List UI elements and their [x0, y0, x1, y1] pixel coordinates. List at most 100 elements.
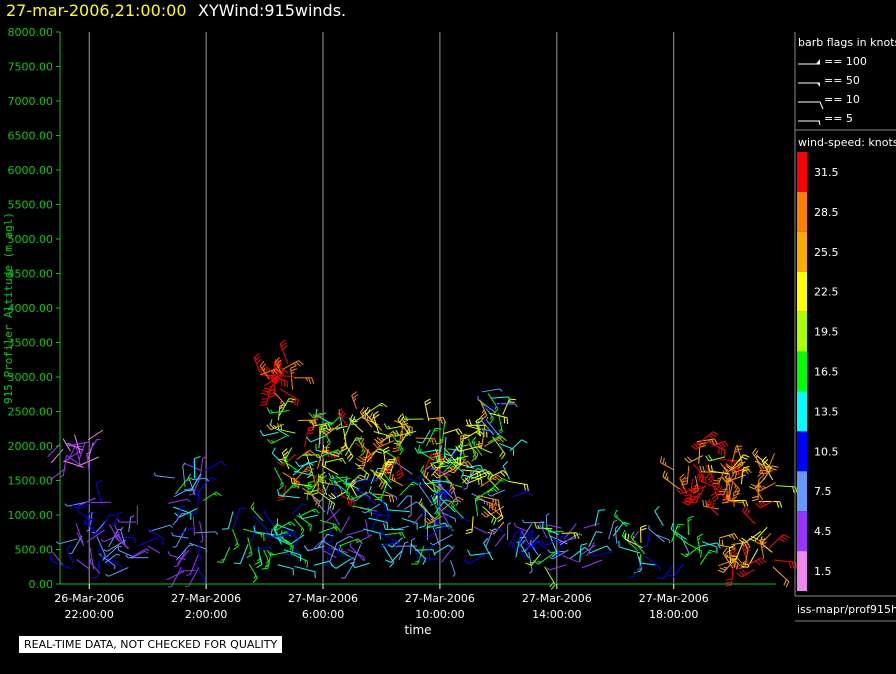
wind-barb	[304, 426, 316, 447]
wind-barb	[340, 516, 351, 534]
wind-barb	[339, 493, 355, 509]
wind-barb	[696, 431, 719, 446]
wind-barb	[628, 530, 640, 546]
speed-legend-label: 22.5	[814, 286, 839, 299]
wind-barb	[318, 491, 336, 510]
wind-barb	[667, 563, 684, 578]
wind-barb	[748, 557, 766, 566]
y-tick-label: 500.00	[15, 544, 54, 557]
wind-barb	[79, 497, 96, 506]
wind-barb	[624, 532, 643, 549]
wind-barb	[248, 563, 258, 583]
wind-barb	[654, 533, 671, 544]
wind-barb	[316, 447, 330, 469]
wind-barb	[698, 542, 721, 549]
wind-barb	[530, 530, 546, 549]
wind-barb	[742, 505, 756, 525]
wind-barbs	[47, 339, 798, 590]
wind-barb	[88, 516, 95, 537]
speed-legend-bin: 31.5	[797, 152, 839, 192]
x-tick-date: 27-Mar-2006	[405, 592, 475, 605]
wind-barb	[705, 454, 726, 462]
wind-barb	[640, 524, 647, 543]
wind-barb	[321, 546, 337, 559]
wind-barb	[467, 442, 479, 461]
wind-barb	[417, 444, 435, 461]
y-tick-label: 0.00	[29, 578, 54, 591]
wind-barb	[319, 519, 337, 532]
wind-barb	[267, 375, 289, 388]
wind-barb	[460, 433, 467, 455]
wind-barb	[690, 440, 711, 450]
wind-barb	[680, 465, 690, 486]
wind-barb	[525, 553, 541, 566]
wind-barb	[710, 440, 729, 449]
wind-barb	[186, 554, 199, 576]
wind-barb	[281, 448, 290, 470]
wind-barb	[291, 503, 307, 515]
speed-legend-bin: 1.5	[797, 551, 832, 591]
speed-legend-label: 10.5	[814, 445, 839, 458]
wind-barb	[337, 547, 353, 559]
wind-barb	[514, 522, 529, 533]
wind-barb	[740, 466, 750, 485]
speed-legend-bin: 4.5	[797, 511, 832, 552]
wind-barb	[455, 509, 471, 522]
x-tick-time: 14:00:00	[532, 608, 581, 621]
wind-barb	[754, 482, 764, 500]
wind-barb	[687, 515, 694, 535]
wind-barb	[486, 416, 501, 437]
wind-barb	[588, 545, 612, 554]
wind-barb	[416, 429, 431, 444]
barb-legend-item: == 100	[798, 55, 867, 68]
wind-barb	[528, 552, 533, 574]
wind-barb	[722, 547, 733, 568]
wind-barb	[183, 462, 201, 471]
wind-barb	[119, 536, 137, 544]
wind-barb	[529, 539, 539, 556]
wind-barb	[424, 398, 432, 422]
wind-barb	[279, 552, 299, 563]
wind-barb	[591, 551, 612, 557]
wind-barb	[105, 567, 129, 577]
wind-barb	[364, 406, 378, 428]
wind-barb	[523, 540, 546, 551]
wind-barb	[335, 535, 354, 545]
wind-barb	[216, 546, 231, 563]
x-tick-date: 27-Mar-2006	[171, 592, 241, 605]
wind-barb	[731, 445, 743, 463]
wind-barb	[480, 400, 494, 424]
wind-barb	[618, 540, 641, 554]
wind-barb	[482, 506, 497, 525]
wind-barb	[477, 495, 500, 507]
y-tick-label: 2500.00	[8, 406, 54, 419]
y-tick-label: 7500.00	[8, 61, 54, 74]
wind-barb	[457, 457, 475, 469]
y-tick-label: 4000.00	[8, 302, 54, 315]
wind-barb	[308, 535, 327, 551]
wind-barb	[699, 549, 716, 565]
wind-barb	[418, 509, 426, 529]
wind-barb	[104, 556, 123, 573]
wind-barb	[351, 391, 359, 410]
wind-barb	[506, 522, 512, 540]
y-tick-label: 2000.00	[8, 440, 54, 453]
wind-barb	[346, 492, 369, 501]
wind-barb	[670, 523, 687, 540]
wind-barb	[328, 472, 347, 480]
wind-barb	[231, 529, 239, 550]
wind-barb	[275, 369, 294, 378]
wind-barb	[254, 547, 261, 565]
wind-barb	[285, 528, 299, 546]
wind-barb	[372, 440, 394, 449]
y-tick-label: 6500.00	[8, 130, 54, 143]
wind-barb	[203, 461, 227, 472]
wind-barb	[113, 523, 121, 539]
y-tick-label: 7000.00	[8, 95, 54, 108]
wind-barb	[441, 450, 457, 469]
wind-barb	[418, 498, 435, 520]
y-tick-label: 3000.00	[8, 371, 54, 384]
wind-barb	[419, 482, 432, 504]
y-tick-label: 5000.00	[8, 233, 54, 246]
x-tick-labels: 26-Mar-2006 22:00:00 27-Mar-2006 2:00:00 27-…	[54, 584, 709, 621]
